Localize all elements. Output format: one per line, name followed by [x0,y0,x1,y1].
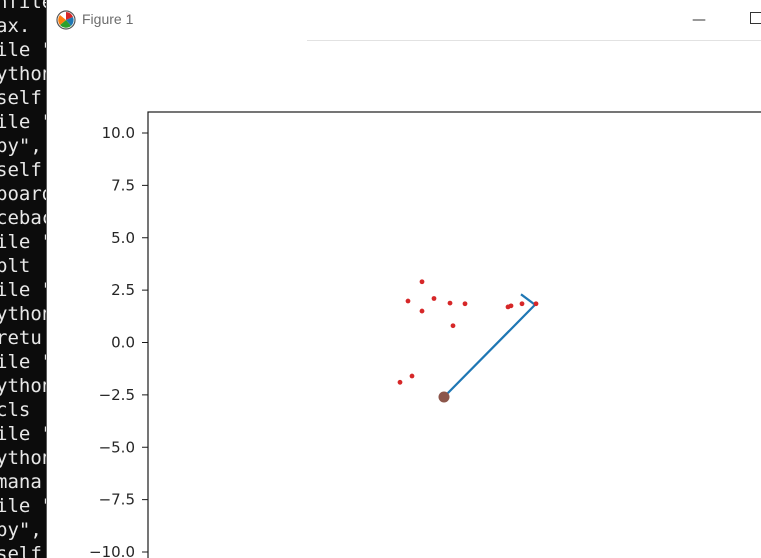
plot-area[interactable]: 10.0 7.5 5.0 2.5 0.0 −2.5 −5.0 −7.5 −10.0 [47,0,761,558]
title-bar[interactable]: Figure 1 — [47,0,761,40]
minimize-button[interactable]: — [692,12,706,28]
terminal-line: plt [0,255,31,277]
terminal-line: self [0,543,42,558]
scatter-point [508,303,514,309]
scatter-point [431,296,437,301]
terminal-line: retu [0,327,42,349]
plot-marks [397,279,539,403]
scatter-point [519,301,525,307]
y-tick-label: 7.5 [111,176,135,194]
scatter-point [419,279,425,285]
terminal-line: board [0,183,54,205]
scatter-point [462,301,468,307]
terminal-line: py", [0,519,42,541]
window-title: Figure 1 [82,11,134,27]
figure-window: nfile " Figure 1 — 10.07.55.02.50.0−2.5−… [46,0,761,558]
terminal-line: cls [0,399,31,421]
terminal-line: ceback [0,207,60,229]
y-tick-label: 10.0 [102,124,135,142]
terminal-line: py", [0,135,42,157]
marker-point [438,391,450,403]
y-tick-label: −7.5 [99,491,135,509]
terminal-line: ax. [0,15,31,37]
axes-frame [147,111,761,558]
title-bar-divider [307,40,761,41]
terminal-line: self [0,159,42,181]
y-axis: 10.0 7.5 5.0 2.5 0.0 −2.5 −5.0 −7.5 −10.0 [89,124,148,558]
scatter-point [450,323,456,329]
terminal-line: ython [0,303,54,325]
terminal-line: self [0,87,42,109]
scatter-point [405,298,411,304]
terminal-line: mana [0,471,42,493]
matplotlib-icon [56,10,76,30]
terminal-line: ython [0,63,54,85]
y-tick-label: 0.0 [111,334,135,352]
scatter-point [409,373,415,379]
y-tick-label: −2.5 [99,386,135,404]
scatter-point [397,379,403,385]
y-tick-label: −5.0 [99,438,135,456]
y-tick-label: 5.0 [111,229,135,247]
terminal-line: ython [0,447,54,469]
y-tick-label: 2.5 [111,281,135,299]
series-line [443,293,537,398]
scatter-point [533,301,539,307]
scatter-point [419,308,425,314]
terminal-line: nfile " [0,0,54,13]
scatter-point [447,300,453,306]
y-tick-label: −10.0 [89,543,135,558]
maximize-button[interactable] [750,12,761,24]
terminal-line: ython [0,375,54,397]
